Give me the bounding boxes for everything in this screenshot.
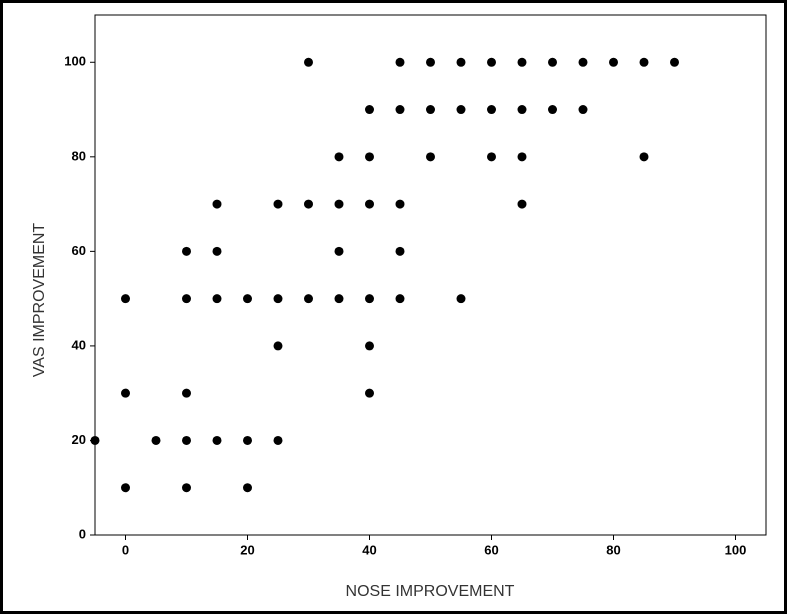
y-tick-label: 20 [72, 432, 86, 447]
y-axis-label: VAS IMPROVEMENT [31, 223, 48, 378]
point [578, 105, 588, 115]
x-axis-label: NOSE IMPROVEMENT [346, 583, 515, 600]
point [273, 199, 283, 209]
point [273, 435, 283, 445]
x-tick-label: 0 [122, 542, 129, 557]
point [365, 294, 374, 304]
y-tick-label: 100 [64, 54, 86, 69]
point [304, 199, 313, 209]
point [243, 435, 252, 445]
y-tick-label: 40 [72, 337, 86, 352]
point [334, 152, 344, 162]
y-tick-label: 60 [72, 243, 86, 258]
point [426, 152, 435, 162]
point [395, 199, 405, 209]
point [639, 152, 649, 162]
point [395, 246, 405, 256]
point [670, 57, 679, 67]
point [365, 341, 374, 351]
point [182, 388, 191, 398]
plot-area [94, 14, 767, 536]
point [517, 57, 527, 67]
point [487, 152, 496, 162]
point [182, 246, 191, 256]
point [395, 294, 405, 304]
point [395, 57, 405, 67]
point [212, 435, 222, 445]
point [639, 57, 649, 67]
point [609, 57, 618, 67]
point [212, 294, 222, 304]
point [456, 105, 466, 115]
point [121, 388, 130, 398]
x-tick-label: 80 [606, 542, 620, 557]
point [243, 483, 252, 493]
point [487, 57, 496, 67]
point [456, 57, 466, 67]
point [456, 294, 466, 304]
point [212, 246, 222, 256]
point [517, 199, 527, 209]
point [548, 105, 557, 115]
point [304, 57, 313, 67]
x-tick-label: 100 [725, 542, 747, 557]
point [365, 388, 374, 398]
x-tick-label: 60 [484, 542, 498, 557]
point [182, 435, 191, 445]
point [548, 57, 557, 67]
point [273, 294, 283, 304]
point [426, 57, 435, 67]
point [334, 294, 344, 304]
point [151, 435, 161, 445]
point [365, 199, 374, 209]
y-tick-label: 80 [72, 148, 86, 163]
x-tick-label: 20 [240, 542, 254, 557]
point [182, 294, 191, 304]
point [90, 435, 100, 445]
point [243, 294, 252, 304]
point [334, 246, 344, 256]
point [426, 105, 435, 115]
y-tick-label: 0 [79, 526, 86, 541]
point [273, 341, 283, 351]
point [334, 199, 344, 209]
x-tick-label: 40 [362, 542, 376, 557]
point [365, 152, 374, 162]
point [517, 105, 527, 115]
point [304, 294, 313, 304]
point [517, 152, 527, 162]
point [395, 105, 405, 115]
point [121, 294, 130, 304]
point [487, 105, 496, 115]
point [121, 483, 130, 493]
point [182, 483, 191, 493]
point [212, 199, 222, 209]
point [578, 57, 588, 67]
point [365, 105, 374, 115]
